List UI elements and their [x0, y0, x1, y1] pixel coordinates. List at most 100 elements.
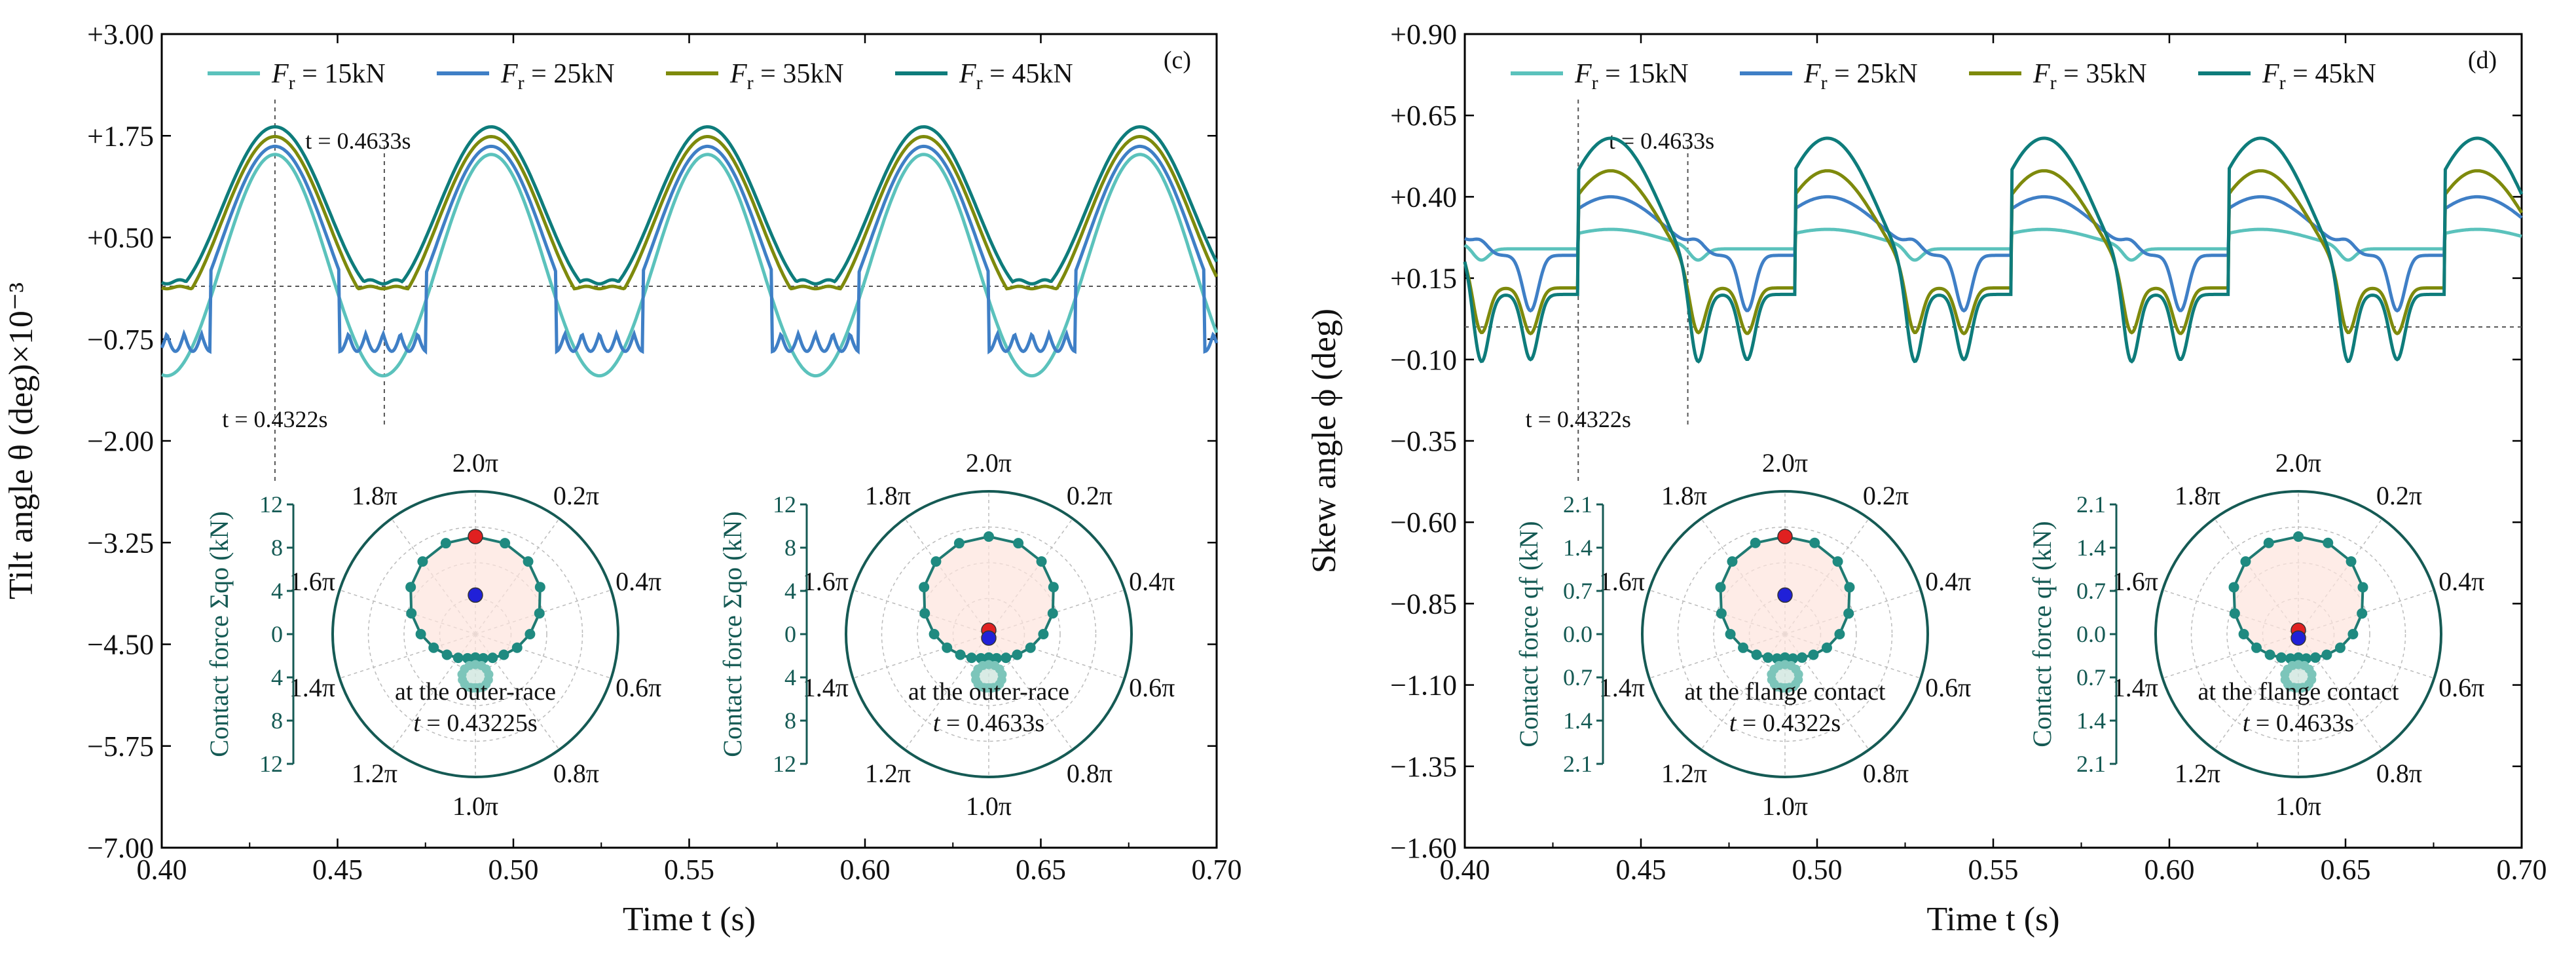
x-tick-label: 0.60: [2144, 854, 2195, 886]
radial-tick-label: 8: [271, 535, 283, 561]
highlight-point-blue: [2291, 630, 2306, 646]
inset-time: t = 0.4322s: [1729, 709, 1841, 737]
polar-angle-label: 1.8π: [865, 481, 911, 510]
polar-point: [1047, 608, 1058, 619]
polar-point: [1738, 642, 1749, 653]
polar-angle-label: 1.4π: [2112, 673, 2158, 702]
legend-label: Fr = 45kN: [959, 59, 1073, 94]
polar-grid-spoke: [1784, 633, 1921, 679]
legend-label: Fr = 15kN: [1574, 59, 1689, 94]
polar-angle-label: 0.2π: [1863, 481, 1909, 510]
polar-angle-label: 1.8π: [352, 481, 397, 510]
legend-label: Fr = 25kN: [500, 59, 615, 94]
polar-grid-spoke: [475, 589, 612, 635]
inset-note: at the outer-race: [908, 678, 1069, 706]
y-tick-label: −1.35: [1390, 751, 1457, 783]
radial-tick-label: 4: [784, 664, 796, 690]
x-tick-label: 0.45: [1616, 854, 1666, 886]
polar-angle-label: 0.2π: [1067, 481, 1113, 510]
polar-grid-spoke: [2214, 633, 2299, 750]
polar-point: [462, 652, 473, 664]
polar-point: [417, 556, 428, 567]
polar-grid-spoke: [339, 589, 476, 635]
radial-tick-label: 2.1: [2076, 751, 2106, 777]
y-tick-label: +0.65: [1390, 100, 1457, 132]
polar-point: [2321, 649, 2332, 660]
y-tick-label: +0.50: [87, 222, 154, 254]
radial-tick-label: 12: [773, 751, 796, 777]
polar-grid-spoke: [853, 633, 989, 679]
polar-point: [1780, 652, 1790, 663]
polar-grid-spoke: [475, 633, 560, 750]
polar-grid-spoke: [988, 589, 1125, 635]
polar-point: [2240, 556, 2251, 567]
polar-grid-spoke: [2298, 633, 2383, 750]
polar-angle-label: 0.2π: [553, 481, 599, 510]
polar-point: [452, 652, 464, 664]
polar-grid-spoke: [1649, 633, 1786, 679]
radial-axis-label: Contact force qf (kN): [1514, 521, 1543, 747]
polar-point: [464, 660, 474, 670]
x-tick-label: 0.50: [1792, 854, 1843, 886]
polar-grid-spoke: [1784, 589, 1921, 635]
radial-axis-label: Contact force Σqo (kN): [718, 511, 747, 757]
y-tick-label: −5.75: [87, 730, 154, 763]
polar-point: [1727, 556, 1738, 567]
polar-point: [1036, 556, 1047, 567]
x-tick-label: 0.60: [840, 854, 891, 886]
chart-panel-c: 0.40 0.45 0.50 0.55 0.60 0.65 0.70 +3.00 +1.75 +0…: [3, 18, 1242, 938]
y-tick-label: −0.35: [1390, 425, 1457, 457]
polar-point: [919, 582, 930, 593]
radial-tick-label: 1.4: [2076, 535, 2106, 561]
polar-inset: 2.0π 0.2π 0.4π 0.6π 0.8π 1.0π 1.2π 1.4π 1.6π 1.8π…: [1514, 448, 1971, 821]
polar-point: [2357, 582, 2368, 593]
polar-point: [477, 652, 488, 664]
inset-time: t = 0.43225s: [413, 709, 537, 737]
polar-angle-label: 1.2π: [1661, 759, 1707, 788]
polar-point: [2347, 629, 2359, 639]
polar-point: [991, 652, 1002, 664]
radial-tick-label: 8: [784, 535, 796, 561]
polar-point: [966, 652, 977, 664]
radial-tick-label: 4: [784, 578, 796, 604]
polar-angle-label: 1.4π: [1599, 673, 1645, 702]
polar-point: [942, 642, 953, 653]
polar-grid-spoke: [2214, 518, 2299, 635]
polar-point: [1821, 642, 1832, 653]
y-tick-label: −3.25: [87, 527, 154, 559]
polar-point: [415, 629, 426, 639]
polar-grid-spoke: [1701, 518, 1786, 635]
polar-point: [1025, 642, 1036, 653]
legend-label: Fr = 35kN: [729, 59, 844, 94]
x-tick-label: 0.70: [1192, 854, 1242, 886]
y-tick-label: −7.00: [87, 832, 154, 864]
legend-label: Fr = 35kN: [2033, 59, 2147, 94]
polar-grid-spoke: [988, 633, 1073, 750]
polar-point: [2310, 652, 2321, 663]
polar-angle-label: 1.6π: [2112, 567, 2158, 596]
polar-point: [2346, 556, 2357, 567]
y-tick-label: −1.60: [1390, 832, 1457, 864]
x-tick-label: 0.40: [137, 854, 187, 886]
polar-grid-spoke: [904, 633, 989, 750]
series-line-35kN: [161, 134, 1219, 291]
highlight-point-blue: [1777, 587, 1793, 603]
polar-grid-spoke: [988, 633, 1125, 679]
polar-grid-spoke: [2298, 518, 2383, 635]
polar-point: [2251, 642, 2262, 653]
x-tick-label: 0.55: [664, 854, 714, 886]
polar-angle-label: 1.2π: [352, 759, 397, 788]
radial-tick-label: 0.7: [1563, 664, 1592, 690]
polar-point: [441, 649, 452, 660]
x-tick-label: 0.50: [488, 854, 539, 886]
polar-point: [2228, 582, 2239, 593]
polar-angle-label: 1.0π: [2275, 791, 2321, 821]
panel-tag: (c): [1164, 47, 1191, 74]
radial-tick-label: 2.1: [1563, 491, 1592, 518]
polar-grid-spoke: [2162, 633, 2299, 679]
polar-point: [511, 642, 523, 653]
polar-grid-spoke: [475, 633, 612, 679]
time-marker-label: t = 0.4322s: [222, 406, 327, 432]
polar-point: [534, 582, 545, 593]
